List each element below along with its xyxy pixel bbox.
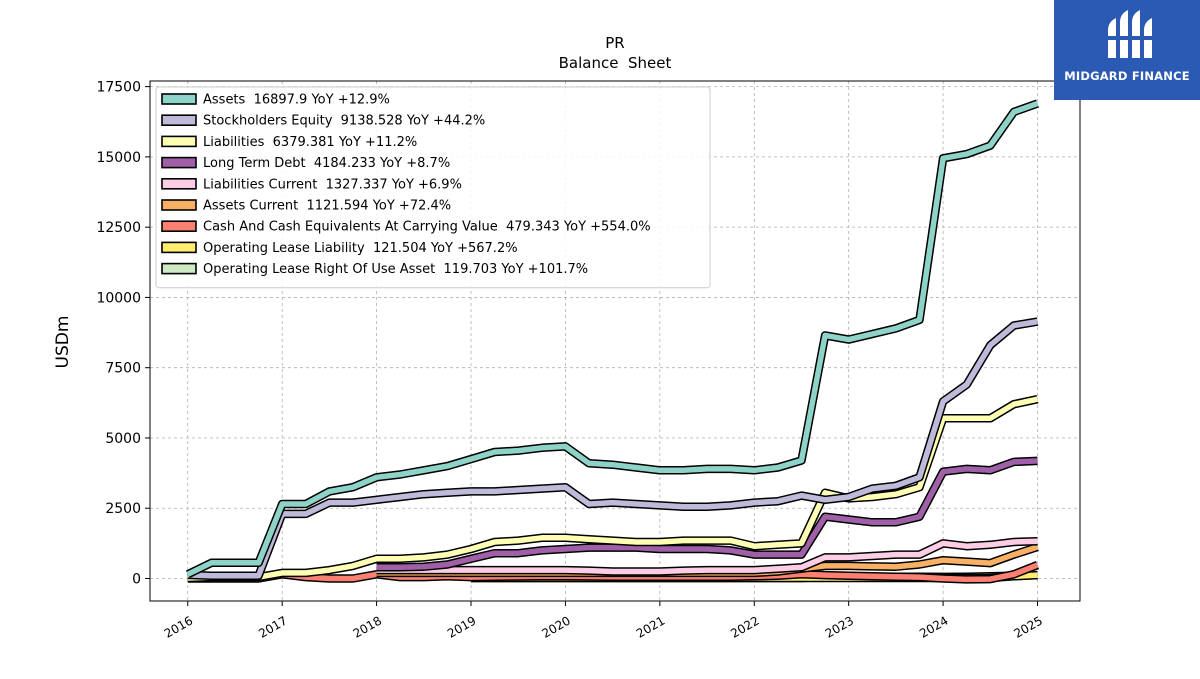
series-stroke [376, 538, 1038, 575]
legend-swatch [161, 114, 197, 126]
y-tick-label: 17500 [96, 80, 141, 96]
y-tick-label: 5000 [105, 431, 141, 447]
series-line [187, 395, 1039, 583]
x-tick-label: 2017 [256, 613, 289, 640]
x-tick-label: 2016 [162, 613, 195, 640]
x-tick-label: 2019 [445, 613, 478, 640]
brand-logo: MIDGARD FINANCE [1054, 0, 1200, 100]
x-tick-label: 2021 [634, 613, 667, 640]
plot-frame [149, 80, 1081, 602]
legend-entry: Long Term Debt 4184.233 YoY +8.7% [161, 156, 450, 171]
x-tick-label: 2023 [823, 613, 856, 640]
legend-label: Operating Lease Right Of Use Asset 119.7… [203, 262, 588, 277]
series-line [185, 99, 1039, 579]
series-line [376, 536, 1038, 576]
chart-subtitle: Balance Sheet [559, 54, 672, 72]
legend-swatch [161, 199, 197, 211]
legend-label: Long Term Debt 4184.233 YoY +8.7% [203, 156, 450, 171]
legend: Assets 16897.9 YoY +12.9% Stockholders Eq… [155, 86, 711, 289]
legend-label: Operating Lease Liability 121.504 YoY +5… [203, 241, 518, 256]
legend-entry: Operating Lease Liability 121.504 YoY +5… [161, 241, 518, 256]
series-layer [185, 99, 1040, 584]
y-tick-label: 12500 [96, 220, 141, 236]
series-stroke [186, 100, 1039, 577]
legend-box [155, 86, 711, 289]
legend-label: Assets 16897.9 YoY +12.9% [203, 93, 390, 108]
series-line [376, 456, 1038, 572]
x-tick-label: 2024 [917, 613, 950, 640]
legend-swatch [161, 262, 197, 275]
legend-entry: Assets 16897.9 YoY +12.9% [161, 93, 390, 108]
x-tick-label: 2020 [539, 613, 572, 640]
legend-swatch [161, 220, 197, 232]
legend-swatch [161, 135, 197, 148]
x-tick-label: 2018 [351, 613, 384, 640]
y-axis-label: USDm [53, 316, 73, 369]
legend-label: Cash And Cash Equivalents At Carrying Va… [203, 220, 651, 235]
y-tick-label: 15000 [96, 150, 141, 166]
y-tick-label: 2500 [105, 501, 141, 517]
legend-label: Stockholders Equity 9138.528 YoY +44.2% [203, 114, 485, 129]
legend-entry: Stockholders Equity 9138.528 YoY +44.2% [161, 114, 485, 129]
legend-entry: Cash And Cash Equivalents At Carrying Va… [161, 220, 651, 235]
x-tick-label: 2022 [728, 613, 761, 640]
series-stroke [187, 318, 1038, 579]
legend-entry: Operating Lease Right Of Use Asset 119.7… [161, 262, 588, 277]
legend-entry: Liabilities 6379.381 YoY +11.2% [161, 135, 417, 150]
legend-label: Assets Current 1121.594 YoY +72.4% [203, 199, 451, 214]
legend-swatch [161, 93, 197, 105]
brand-name: MIDGARD FINANCE [1064, 69, 1190, 83]
midgard-logo-icon [1106, 10, 1154, 58]
legend-swatch [161, 241, 197, 254]
y-tick-label: 7500 [105, 361, 141, 377]
legend-swatch [161, 178, 197, 190]
legend-label: Liabilities 6379.381 YoY +11.2% [203, 135, 417, 150]
chart-title: PR [605, 34, 624, 52]
y-tick-label: 10000 [96, 290, 141, 306]
series-line [187, 317, 1039, 580]
series-stroke [187, 396, 1039, 581]
legend-entry: Liabilities Current 1327.337 YoY +6.9% [161, 177, 462, 192]
legend-label: Liabilities Current 1327.337 YoY +6.9% [203, 177, 462, 192]
x-tick-label: 2025 [1012, 613, 1045, 640]
series-stroke [376, 458, 1038, 571]
legend-swatch [161, 156, 197, 169]
legend-entry: Assets Current 1121.594 YoY +72.4% [161, 199, 451, 214]
y-tick-label: 0 [132, 572, 141, 588]
